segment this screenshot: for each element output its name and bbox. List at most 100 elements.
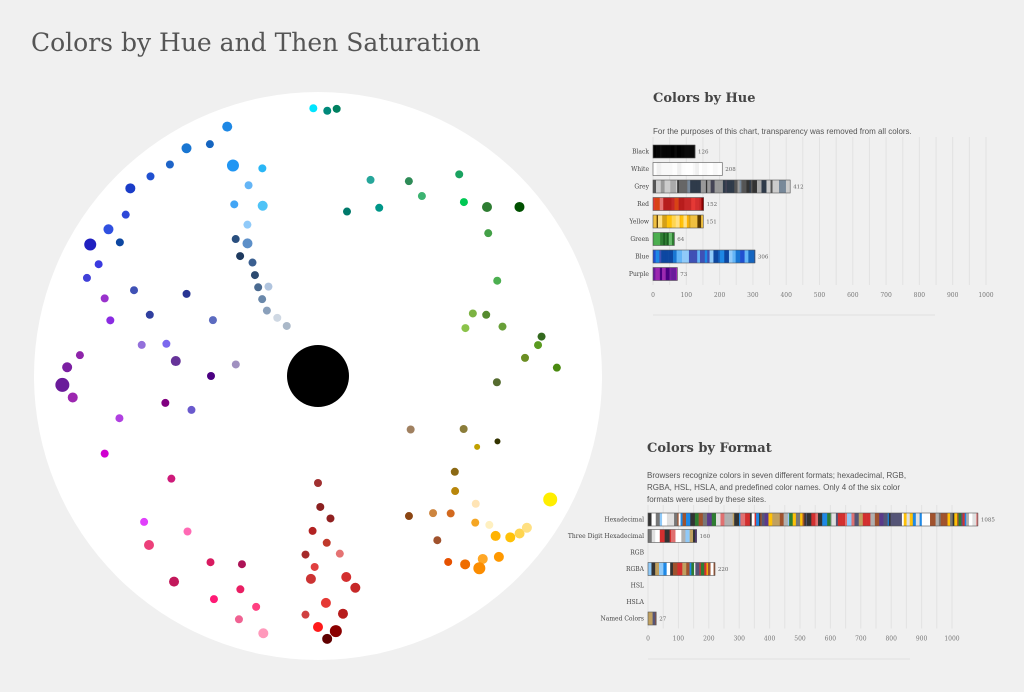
bar-stripe	[666, 513, 671, 526]
bar-stripe	[678, 180, 685, 193]
bar-stripe	[680, 215, 683, 228]
category-label: White	[631, 166, 649, 173]
bar-stripe	[659, 197, 664, 211]
bar-stripe	[675, 180, 678, 193]
bar-white	[652, 162, 723, 176]
bar-stripe	[671, 215, 677, 228]
color-point	[301, 610, 310, 619]
bar-stripe	[844, 513, 848, 526]
bar-stripe	[670, 145, 675, 158]
bar-stripe	[679, 215, 682, 228]
color-point	[451, 487, 460, 496]
category-label: Red	[637, 201, 649, 208]
color-point	[140, 517, 149, 526]
bar-stripe	[940, 513, 944, 526]
bar-stripe	[938, 513, 942, 526]
bar-stripe	[770, 180, 773, 193]
bar-stripe	[798, 513, 801, 526]
bar-stripe	[670, 562, 674, 576]
bar-stripe	[961, 513, 963, 526]
bar-stripe	[699, 562, 702, 576]
bar-stripe	[903, 513, 907, 526]
bar-stripe	[648, 612, 653, 625]
color-point	[75, 351, 84, 360]
bar-stripe	[663, 162, 669, 176]
bar-stripe	[731, 180, 733, 193]
color-point	[252, 602, 261, 611]
color-point	[100, 294, 109, 303]
bar-stripe	[728, 250, 733, 263]
bar-stripe	[720, 513, 725, 526]
bar-stripe	[679, 529, 682, 543]
color-point	[234, 615, 243, 624]
bar-stripe	[652, 612, 656, 625]
bar-stripe	[811, 513, 816, 526]
bar-yellow	[652, 214, 704, 229]
bar-outline	[647, 562, 716, 576]
bar-stripe	[662, 267, 664, 281]
format-chart-title: Colors by Format	[647, 441, 772, 456]
bar-stripe	[668, 162, 670, 176]
bar-stripe	[822, 513, 828, 526]
x-tick-label: 1000	[978, 292, 993, 299]
bar-stripe	[704, 250, 708, 263]
color-point	[406, 425, 415, 434]
color-point	[308, 526, 317, 535]
bar-stripe	[681, 529, 686, 543]
bar-stripe	[792, 513, 797, 526]
color-point	[313, 622, 323, 632]
color-point	[342, 207, 351, 216]
color-point	[329, 625, 342, 638]
bar-stripe	[695, 562, 700, 576]
bar-stripe	[779, 513, 784, 526]
bar-stripe	[709, 162, 714, 176]
bar-stripe	[756, 180, 762, 193]
bar-stripe	[669, 162, 673, 176]
bar-stripe	[912, 513, 917, 526]
bar-stripe	[664, 529, 670, 543]
color-point	[322, 633, 333, 644]
bar-stripe	[682, 215, 684, 228]
color-point	[482, 310, 491, 319]
bar-stripe	[718, 250, 721, 263]
category-label: RGBA	[626, 566, 645, 573]
bar-stripe	[707, 162, 710, 176]
bar-stripe	[685, 529, 690, 543]
bar-stripe	[660, 180, 665, 193]
bar-stripe	[935, 513, 940, 526]
color-point	[326, 514, 335, 523]
bar-stripe	[666, 562, 671, 576]
color-point	[170, 356, 181, 367]
bar-stripe	[684, 145, 690, 158]
bar-stripe	[783, 180, 787, 193]
bar-stripe	[683, 215, 688, 228]
bar-stripe	[818, 513, 823, 526]
bar-stripe	[761, 180, 767, 193]
color-point	[226, 159, 239, 172]
bar-stripe	[654, 232, 659, 246]
color-point	[316, 502, 325, 511]
bar-stripe	[851, 513, 855, 526]
bar-stripe	[759, 513, 761, 526]
color-point	[320, 597, 331, 608]
bar-stripe	[681, 197, 685, 211]
bar-stripe	[787, 513, 790, 526]
bar-stripe	[831, 513, 837, 526]
bar-named-colors	[647, 611, 657, 626]
value-label: 73	[680, 272, 687, 278]
color-point	[429, 509, 438, 518]
value-label: 160	[700, 534, 711, 540]
color-point	[125, 183, 136, 194]
color-point	[187, 405, 196, 414]
bar-stripe	[732, 513, 735, 526]
bar-outline	[652, 267, 678, 281]
x-tick-label: 900	[947, 292, 959, 299]
color-point	[481, 202, 492, 213]
bar-stripe	[655, 562, 660, 576]
bar-purple	[652, 267, 678, 281]
bar-outline	[647, 512, 979, 527]
x-tick-label: 600	[825, 636, 837, 643]
color-point	[282, 321, 291, 330]
color-point	[493, 276, 502, 285]
bar-stripe	[777, 180, 780, 193]
